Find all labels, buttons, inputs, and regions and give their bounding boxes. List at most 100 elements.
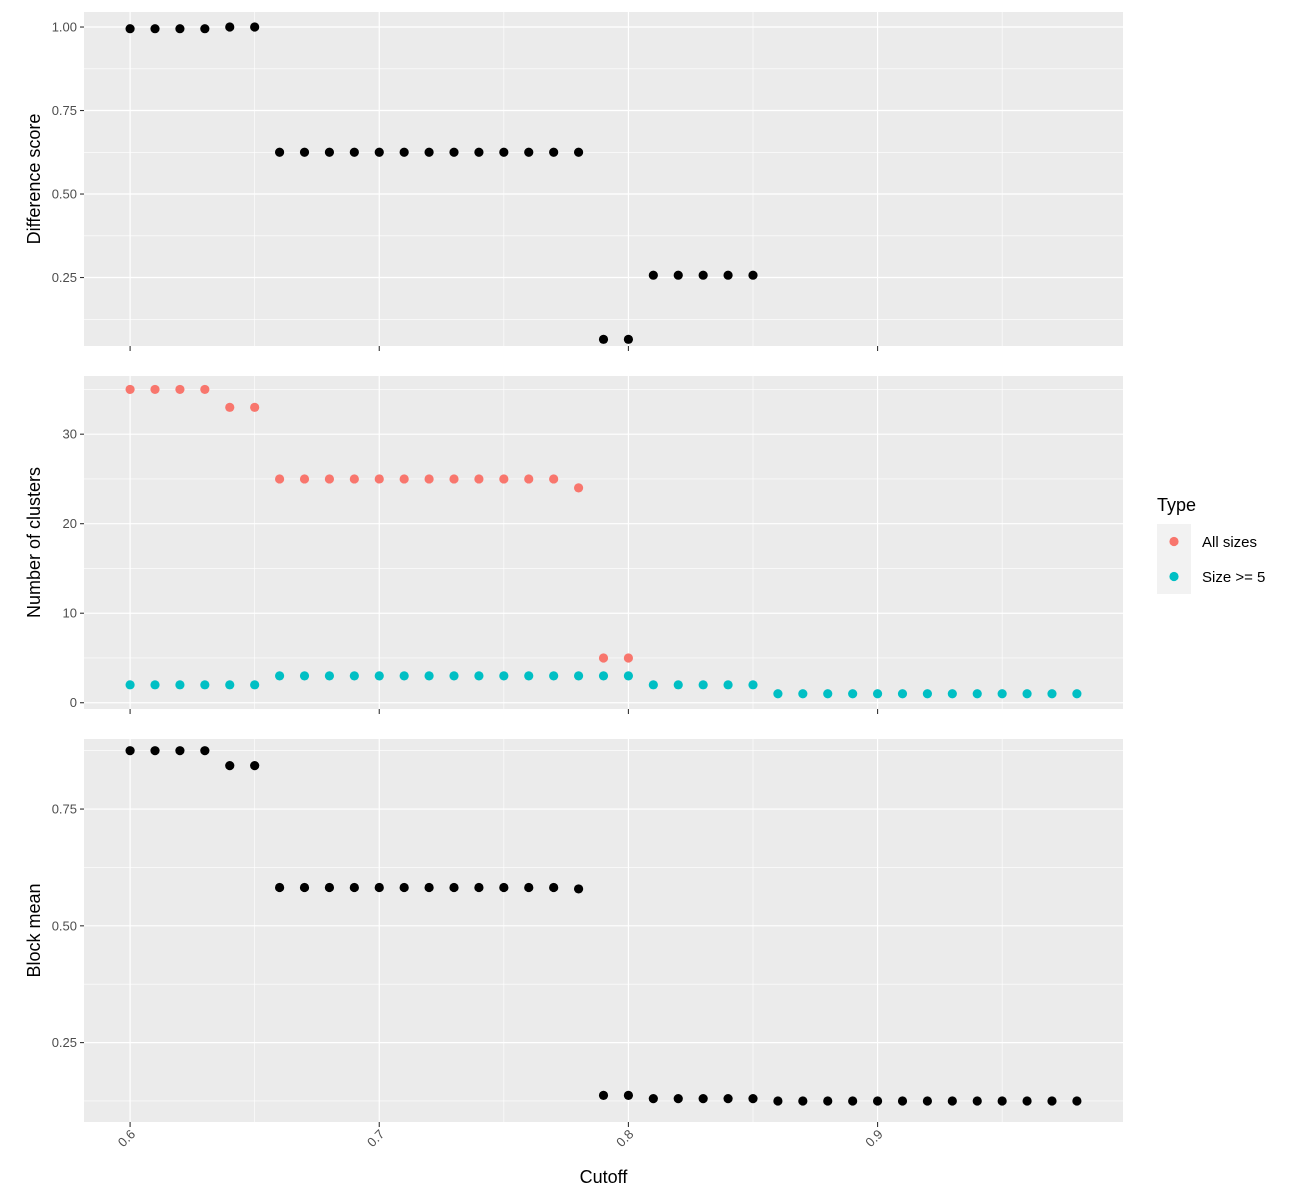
data-point [524, 474, 534, 484]
data-point [474, 147, 484, 157]
data-point [648, 270, 658, 280]
data-point [324, 474, 335, 484]
data-point [698, 680, 708, 690]
series-1 [125, 746, 1082, 1106]
y-axis-title: Block mean [24, 883, 44, 977]
data-point [972, 689, 982, 699]
data-point [274, 882, 285, 893]
x-tick-label: 0.6 [115, 1127, 138, 1150]
data-point [374, 474, 384, 484]
data-point [648, 680, 658, 690]
series-2 [125, 671, 1082, 699]
legend-key-point [1169, 571, 1179, 582]
legend: Type All sizes Size >= 5 [1157, 495, 1265, 594]
data-point [250, 680, 260, 690]
panel-2: 0 10 20 30 Number of clusters [24, 376, 1123, 714]
data-point [549, 147, 559, 157]
x-tick-label: 0.8 [613, 1127, 636, 1150]
data-point [274, 474, 285, 484]
data-point [1072, 1096, 1082, 1106]
data-point [698, 270, 708, 280]
data-point [125, 24, 135, 34]
data-point [299, 882, 310, 893]
data-point [349, 147, 359, 157]
y-tick-label: 0.50 [52, 187, 77, 202]
data-point [175, 680, 185, 690]
data-point [150, 746, 160, 756]
data-point [1022, 1096, 1032, 1106]
data-point [399, 882, 409, 893]
data-point [225, 402, 235, 412]
y-tick-label: 1.00 [52, 20, 77, 35]
data-point [598, 653, 609, 663]
data-point [200, 680, 210, 690]
data-point [349, 882, 359, 893]
data-point [250, 22, 260, 32]
data-point [274, 671, 285, 681]
data-point [449, 882, 459, 893]
data-point [274, 147, 285, 157]
data-point [499, 147, 509, 157]
data-point [424, 474, 434, 484]
data-point [623, 653, 634, 663]
data-point [598, 1090, 609, 1100]
data-point [798, 1096, 808, 1106]
data-point [773, 1096, 783, 1106]
data-point [349, 671, 359, 681]
data-point [125, 384, 135, 395]
data-point [474, 671, 484, 681]
data-point [573, 671, 584, 681]
data-point [673, 680, 683, 690]
data-point [623, 1090, 634, 1100]
data-point [324, 882, 335, 893]
panel-3: 0.25 0.50 0.75 Block mean [24, 739, 1123, 1127]
data-point [972, 1096, 982, 1106]
data-point [673, 1094, 683, 1104]
data-point [374, 147, 384, 157]
data-point [823, 1096, 833, 1106]
x-tick-label: 0.7 [364, 1127, 387, 1150]
y-axis-title: Difference score [24, 114, 44, 245]
data-point [175, 384, 185, 395]
data-point [225, 680, 235, 690]
legend-label: All sizes [1202, 534, 1257, 551]
data-point [623, 334, 634, 344]
data-point [499, 671, 509, 681]
data-point [449, 474, 459, 484]
data-point [250, 402, 260, 412]
data-point [897, 1096, 908, 1106]
x-tick-label: 0.9 [862, 1127, 885, 1150]
data-point [225, 22, 235, 32]
data-point [225, 761, 235, 771]
y-tick-label: 0.25 [52, 270, 77, 285]
data-point [997, 1096, 1007, 1106]
y-axis-title: Number of clusters [24, 467, 44, 618]
data-point [673, 270, 683, 280]
data-point [549, 671, 559, 681]
data-point [573, 884, 584, 894]
data-point [374, 671, 384, 681]
legend-label: Size >= 5 [1202, 569, 1265, 586]
data-point [549, 882, 559, 893]
data-point [748, 680, 758, 690]
data-point [125, 746, 135, 756]
data-point [424, 671, 434, 681]
legend-title: Type [1157, 495, 1196, 515]
panel-1: 0.25 0.50 0.75 1.00 Difference score [24, 12, 1123, 351]
data-point [922, 689, 933, 699]
data-point [1047, 1096, 1057, 1106]
data-point [200, 384, 210, 395]
data-point [175, 24, 185, 34]
data-point [175, 746, 185, 756]
data-point [723, 680, 733, 690]
y-tick-label: 30 [63, 427, 77, 442]
data-point [449, 147, 459, 157]
data-point [150, 680, 160, 690]
data-point [947, 689, 957, 699]
data-point [324, 671, 335, 681]
data-point [723, 1094, 733, 1104]
x-axis-title: Cutoff [580, 1167, 629, 1187]
data-point [399, 671, 409, 681]
data-point [698, 1094, 708, 1104]
